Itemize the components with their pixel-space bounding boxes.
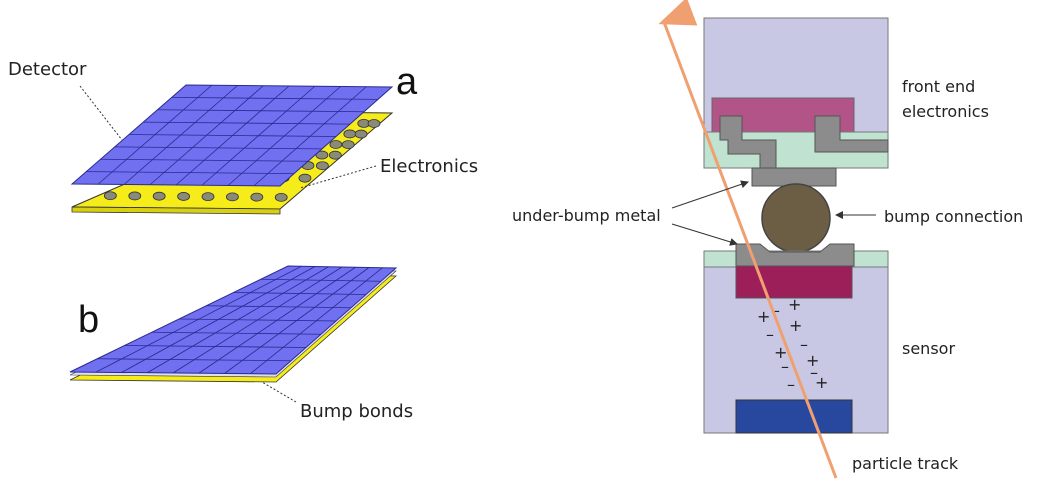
bump-pad	[315, 161, 329, 171]
particle-track	[658, 0, 838, 479]
under-bump-arrow-top	[671, 180, 749, 209]
bump-pad	[177, 192, 190, 201]
chip-metal-trace-right	[814, 115, 889, 153]
backside-electrode	[735, 399, 853, 434]
bump-bonds-label: Bump bonds	[300, 401, 413, 422]
bump-pad	[367, 119, 381, 128]
bump-pad	[298, 173, 312, 183]
bump-pad	[315, 150, 329, 160]
charge: –	[810, 363, 818, 382]
detector-a-grid-line	[143, 121, 351, 125]
charge: +	[774, 343, 787, 362]
bump-pad	[354, 129, 368, 139]
particle-track-label: particle track	[852, 454, 959, 473]
charge: –	[772, 301, 780, 320]
bump-bonds-leader-line	[261, 381, 297, 403]
bump-pad	[103, 191, 117, 201]
bump-pad	[341, 140, 355, 150]
detector-a-grid-line	[157, 109, 365, 113]
detector-layer-a	[70, 84, 394, 187]
under-bump-metal-label: under-bump metal	[512, 206, 661, 225]
bump-pad	[274, 192, 288, 202]
charge: –	[766, 325, 774, 344]
panel-a	[70, 84, 394, 215]
detector-b-grid-line	[206, 305, 352, 309]
pixel-implant	[735, 265, 853, 299]
label-b: b	[78, 299, 99, 341]
charge: +	[757, 307, 770, 326]
bump-pad	[152, 191, 166, 201]
charge: –	[781, 357, 789, 376]
charge: –	[800, 335, 808, 354]
bump-pad	[329, 140, 343, 149]
bump-pad	[201, 192, 215, 202]
detector-b-grid-line	[198, 266, 356, 374]
detector-label: Detector	[8, 59, 87, 80]
bump-ball	[761, 183, 831, 253]
label-a: a	[396, 61, 418, 103]
detector-b-grid-line	[249, 267, 383, 375]
panel-b	[69, 265, 398, 383]
cross-section: + – + – + – + – + – + –	[658, 0, 889, 479]
detector-b-grid-line	[178, 318, 337, 322]
electronics-layer-a-edge	[71, 206, 281, 215]
top-under-bump-metal	[751, 167, 837, 187]
detector-a-grid-line	[201, 85, 316, 186]
electronics-label: Electronics	[380, 156, 478, 177]
charge-carriers: + – + – + – + – + – + –	[757, 295, 828, 394]
detector-layer-b	[69, 265, 398, 375]
detector-b-grid-line	[224, 267, 370, 374]
detector-a-grid-line	[171, 96, 379, 100]
bump-pad	[128, 191, 142, 201]
bump-pad	[250, 192, 264, 202]
charge: +	[806, 351, 819, 370]
detector-b-grid-line	[260, 278, 382, 282]
bump-pad	[343, 129, 357, 139]
charge: +	[815, 373, 828, 392]
charge: +	[789, 316, 802, 335]
charge: +	[788, 295, 801, 314]
detector-a-grid-line	[227, 86, 341, 186]
charge: –	[787, 375, 795, 394]
front-end-label-line2: electronics	[902, 102, 989, 121]
detector-b-grid-line	[233, 292, 367, 295]
electronics-leader-line	[299, 165, 377, 189]
detector-a-grid-line	[253, 86, 367, 187]
sensor-label: sensor	[902, 339, 955, 358]
front-end-label-line1: front end	[902, 77, 975, 96]
bump-pad	[328, 150, 342, 160]
detector-leader-line	[79, 85, 123, 141]
detector-a-grid-line	[128, 134, 337, 137]
under-bump-arrow-bottom	[671, 223, 738, 246]
bump-connection-label: bump connection	[884, 207, 1023, 226]
bump-pad	[226, 192, 239, 202]
